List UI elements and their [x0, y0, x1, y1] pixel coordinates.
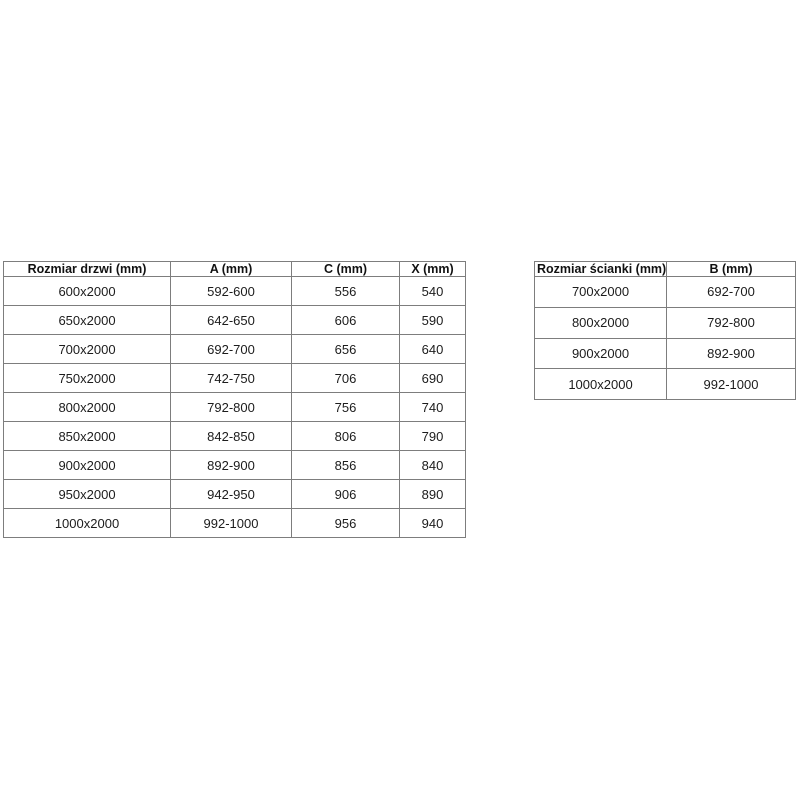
table-cell: 850x2000 [3, 421, 171, 451]
wall-header-size: Rozmiar ścianki (mm) [534, 261, 667, 277]
table-cell: 650x2000 [3, 305, 171, 335]
table-cell: 740 [399, 392, 466, 422]
table-cell: 840 [399, 450, 466, 480]
wall-table-header-row: Rozmiar ścianki (mm) B (mm) [534, 261, 796, 277]
table-cell: 592-600 [170, 276, 292, 306]
table-cell: 556 [291, 276, 400, 306]
table-cell: 1000x2000 [534, 368, 667, 400]
table-cell: 906 [291, 479, 400, 509]
table-cell: 790 [399, 421, 466, 451]
table-cell: 742-750 [170, 363, 292, 393]
table-cell: 890 [399, 479, 466, 509]
wall-panel-sizes-table: Rozmiar ścianki (mm) B (mm) 700x2000 692… [534, 261, 796, 400]
table-cell: 700x2000 [3, 334, 171, 364]
door-header-x: X (mm) [399, 261, 466, 277]
door-sizes-table: Rozmiar drzwi (mm) A (mm) C (mm) X (mm) … [3, 261, 466, 538]
table-cell: 706 [291, 363, 400, 393]
table-cell: 700x2000 [534, 276, 667, 308]
door-header-a: A (mm) [170, 261, 292, 277]
table-cell: 956 [291, 508, 400, 538]
table-row: 950x2000 942-950 906 890 [3, 479, 466, 509]
table-cell: 992-1000 [170, 508, 292, 538]
table-cell: 900x2000 [534, 337, 667, 370]
table-cell: 750x2000 [3, 363, 171, 393]
table-row: 1000x2000 992-1000 [534, 368, 796, 400]
table-cell: 950x2000 [3, 479, 171, 509]
table-cell: 842-850 [170, 421, 292, 451]
table-cell: 692-700 [666, 276, 796, 308]
table-cell: 992-1000 [666, 368, 796, 400]
door-table-header-row: Rozmiar drzwi (mm) A (mm) C (mm) X (mm) [3, 261, 466, 277]
table-row: 1000x2000 992-1000 956 940 [3, 508, 466, 538]
table-row: 650x2000 642-650 606 590 [3, 305, 466, 335]
table-row: 800x2000 792-800 756 740 [3, 392, 466, 422]
wall-header-b: B (mm) [666, 261, 796, 277]
table-row: 700x2000 692-700 [534, 276, 796, 308]
table-cell: 792-800 [666, 306, 796, 339]
table-row: 850x2000 842-850 806 790 [3, 421, 466, 451]
table-cell: 792-800 [170, 392, 292, 422]
table-cell: 540 [399, 276, 466, 306]
table-cell: 800x2000 [534, 306, 667, 339]
table-cell: 900x2000 [3, 450, 171, 480]
table-cell: 640 [399, 334, 466, 364]
table-cell: 606 [291, 305, 400, 335]
table-cell: 942-950 [170, 479, 292, 509]
table-cell: 892-900 [170, 450, 292, 480]
table-cell: 806 [291, 421, 400, 451]
table-cell: 590 [399, 305, 466, 335]
table-cell: 800x2000 [3, 392, 171, 422]
table-cell: 892-900 [666, 337, 796, 370]
table-cell: 856 [291, 450, 400, 480]
table-cell: 690 [399, 363, 466, 393]
table-cell: 600x2000 [3, 276, 171, 306]
table-cell: 756 [291, 392, 400, 422]
table-cell: 642-650 [170, 305, 292, 335]
table-row: 600x2000 592-600 556 540 [3, 276, 466, 306]
table-row: 750x2000 742-750 706 690 [3, 363, 466, 393]
table-row: 800x2000 792-800 [534, 306, 796, 339]
table-cell: 656 [291, 334, 400, 364]
table-row: 900x2000 892-900 856 840 [3, 450, 466, 480]
door-header-size: Rozmiar drzwi (mm) [3, 261, 171, 277]
door-header-c: C (mm) [291, 261, 400, 277]
table-cell: 1000x2000 [3, 508, 171, 538]
table-row: 900x2000 892-900 [534, 337, 796, 370]
table-cell: 692-700 [170, 334, 292, 364]
table-row: 700x2000 692-700 656 640 [3, 334, 466, 364]
table-cell: 940 [399, 508, 466, 538]
